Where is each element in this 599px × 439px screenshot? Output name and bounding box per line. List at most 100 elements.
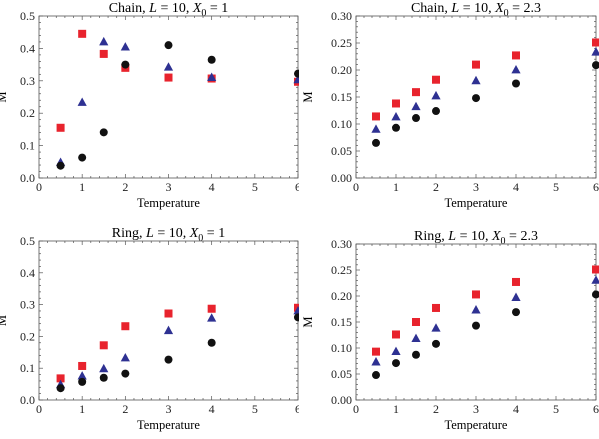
data-point-black-circle xyxy=(99,128,108,137)
y-tick-label: 0.1 xyxy=(20,139,35,153)
y-tick-label: 0.1 xyxy=(20,361,35,375)
data-point-blue-triangle xyxy=(391,346,401,356)
data-point-blue-triangle xyxy=(120,353,130,362)
data-point-black-circle xyxy=(372,371,380,380)
y-axis-label: M xyxy=(0,315,9,326)
x-tick-label: 2 xyxy=(433,180,439,194)
y-tick-label: 0.25 xyxy=(331,263,352,277)
x-tick-label: 3 xyxy=(166,180,172,194)
chart-title: Ring, L = 10, X0 = 2.3 xyxy=(414,229,538,247)
x-tick-label: 4 xyxy=(513,402,519,416)
data-point-red-square xyxy=(592,38,599,47)
data-point-red-square xyxy=(78,29,87,38)
data-point-blue-triangle xyxy=(207,313,217,322)
data-point-blue-triangle xyxy=(77,97,87,106)
data-point-blue-triangle xyxy=(411,333,421,343)
data-point-blue-triangle xyxy=(163,62,174,71)
data-point-red-square xyxy=(472,290,480,299)
data-point-red-square xyxy=(392,99,400,108)
x-tick-label: 5 xyxy=(553,180,559,194)
data-point-red-square xyxy=(78,361,87,370)
data-point-blue-triangle xyxy=(431,90,441,100)
y-tick-label: 0.2 xyxy=(20,329,35,343)
data-point-red-square xyxy=(99,341,108,350)
data-point-blue-triangle xyxy=(431,323,441,332)
x-tick-label: 2 xyxy=(122,402,128,416)
chart-chain-x0-1: Chain, L = 10, X0 = 1 0 1 2 3 4 5 6 0.0 0.1 0.2 0.3… xyxy=(0,1,299,210)
x-tick-label: 0 xyxy=(353,402,359,416)
data-point-red-square xyxy=(99,49,108,58)
y-tick-label: 0.30 xyxy=(331,9,352,23)
x-tick-label: 3 xyxy=(473,180,479,194)
data-point-red-square xyxy=(512,277,520,286)
x-tick-label: 1 xyxy=(393,402,399,416)
data-point-black-circle xyxy=(78,153,87,162)
data-point-blue-triangle xyxy=(411,101,421,111)
y-tick-label: 0.15 xyxy=(331,90,352,104)
x-tick-label: 5 xyxy=(252,402,258,416)
x-axis-label: Temperature xyxy=(445,418,508,432)
x-axis-label: Temperature xyxy=(137,418,200,432)
data-point-blue-triangle xyxy=(120,42,130,51)
data-point-black-circle xyxy=(78,377,87,386)
x-tick-label: 3 xyxy=(473,402,479,416)
y-tick-label: 0.25 xyxy=(331,36,352,50)
data-point-red-square xyxy=(294,303,299,312)
x-tick-label: 1 xyxy=(79,402,85,416)
data-point-black-circle xyxy=(432,107,440,116)
x-tick-label: 6 xyxy=(295,180,299,194)
data-point-blue-triangle xyxy=(511,65,521,74)
data-point-black-circle xyxy=(372,138,380,147)
x-tick-label: 4 xyxy=(209,180,215,194)
y-tick-label: 0.05 xyxy=(331,367,352,381)
data-point-red-square xyxy=(207,304,216,313)
y-axis-label: M xyxy=(0,91,9,102)
data-point-blue-triangle xyxy=(371,124,381,133)
y-tick-label: 0.00 xyxy=(331,393,352,407)
y-tick-label: 0.5 xyxy=(20,234,35,248)
data-point-black-circle xyxy=(164,355,173,364)
data-point-red-square xyxy=(56,374,65,383)
data-point-black-circle xyxy=(392,123,400,132)
data-point-blue-triangle xyxy=(471,305,481,314)
data-point-black-circle xyxy=(294,313,299,322)
chart-ring-x0-1: Ring, L = 10, X0 = 1 0 1 2 3 4 5 6 0.0 0.1 0.2 0.3 0… xyxy=(0,226,299,432)
y-axis-label: M xyxy=(301,316,315,327)
data-point-black-circle xyxy=(512,79,520,88)
y-tick-label: 0.15 xyxy=(331,315,352,329)
data-point-red-square xyxy=(412,88,420,97)
y-tick-label: 0.5 xyxy=(20,9,35,23)
y-tick-label: 0.3 xyxy=(20,74,35,88)
data-point-black-circle xyxy=(207,55,216,64)
plot-frame xyxy=(38,240,299,401)
x-tick-label: 5 xyxy=(252,180,258,194)
data-point-black-circle xyxy=(412,350,420,359)
y-tick-label: 0.05 xyxy=(331,144,352,158)
y-tick-label: 0.20 xyxy=(331,289,352,303)
data-point-blue-triangle xyxy=(371,357,381,366)
y-tick-label: 0.4 xyxy=(20,41,35,55)
data-point-black-circle xyxy=(56,161,65,170)
data-point-black-circle xyxy=(99,373,108,382)
data-point-blue-triangle xyxy=(511,292,521,301)
y-tick-label: 0.0 xyxy=(20,393,35,407)
data-point-red-square xyxy=(164,73,173,82)
data-point-blue-triangle xyxy=(591,47,599,56)
data-point-red-square xyxy=(392,330,400,339)
data-point-black-circle xyxy=(512,308,520,317)
x-tick-label: 0 xyxy=(36,402,42,416)
chart-ring-x0-2.3: Ring, L = 10, X0 = 2.3 0 1 2 3 4 5 6 0.00 0.05 0.1… xyxy=(301,229,599,432)
data-point-blue-triangle xyxy=(77,371,87,380)
x-axis-label: Temperature xyxy=(137,196,200,210)
data-point-blue-triangle xyxy=(471,75,481,85)
data-point-black-circle xyxy=(432,339,440,348)
data-point-red-square xyxy=(56,123,65,132)
y-tick-label: 0.00 xyxy=(331,171,352,185)
data-point-blue-triangle xyxy=(163,325,174,335)
data-point-red-square xyxy=(372,347,380,356)
data-point-red-square xyxy=(592,265,599,274)
data-point-black-circle xyxy=(164,41,173,50)
plot-frame xyxy=(38,15,299,179)
data-point-blue-triangle xyxy=(391,111,401,121)
data-point-black-circle xyxy=(294,69,299,78)
